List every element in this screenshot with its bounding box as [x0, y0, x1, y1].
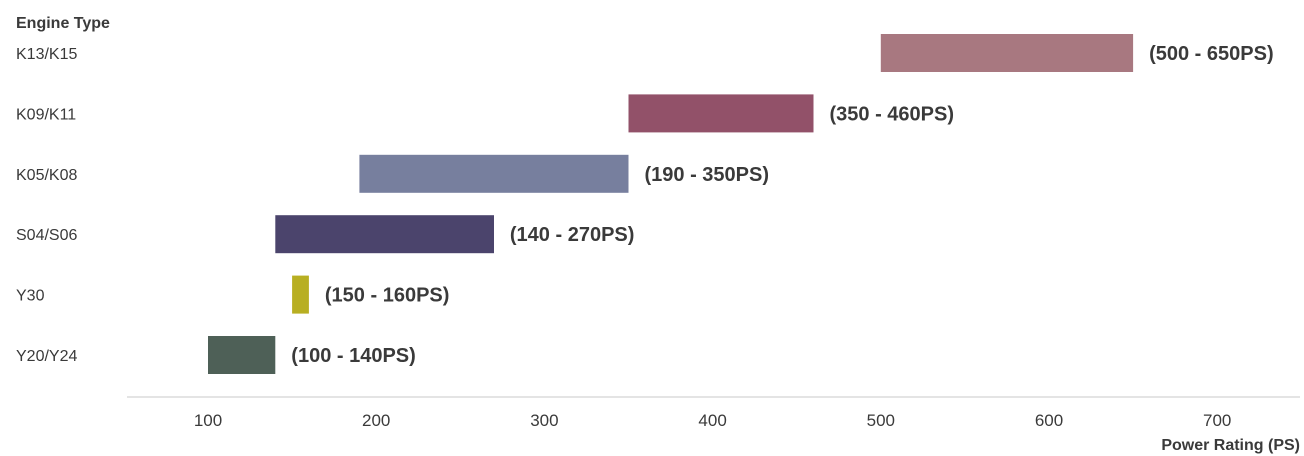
- x-tick-label: 100: [194, 411, 222, 430]
- x-tick-label: 400: [698, 411, 726, 430]
- x-tick-labels: 100 200 300 400 500 600 700: [194, 411, 1232, 430]
- y-axis-title: Engine Type: [16, 15, 110, 32]
- data-labels: (500 - 650PS) (350 - 460PS) (190 - 350PS) (…: [291, 43, 1273, 367]
- data-label: (150 - 160PS): [325, 285, 450, 307]
- category-labels: K13/K15 K09/K11 K05/K08 S04/S06 Y30 Y20/Y24: [16, 46, 77, 365]
- x-tick-label: 200: [362, 411, 390, 430]
- x-tick-label: 500: [867, 411, 895, 430]
- category-label: Y20/Y24: [16, 348, 77, 365]
- range-bar: [208, 336, 276, 374]
- data-label: (350 - 460PS): [830, 103, 955, 125]
- category-label: S04/S06: [16, 227, 77, 244]
- range-bar: [275, 215, 494, 254]
- x-axis-title: Power Rating (PS): [1161, 437, 1300, 454]
- data-label: (100 - 140PS): [291, 345, 416, 367]
- data-label: (190 - 350PS): [645, 164, 770, 186]
- category-label: K09/K11: [16, 106, 76, 123]
- x-tick-label: 300: [530, 411, 558, 430]
- category-label: K05/K08: [16, 167, 77, 184]
- category-label: K13/K15: [16, 46, 77, 63]
- range-bar: [359, 154, 629, 193]
- x-tick-label: 600: [1035, 411, 1063, 430]
- bars: [208, 34, 1134, 374]
- range-bar: [628, 94, 814, 133]
- data-label: (140 - 270PS): [510, 224, 635, 246]
- range-bar: [880, 34, 1134, 72]
- category-label: Y30: [16, 288, 45, 305]
- data-label: (500 - 650PS): [1149, 43, 1274, 65]
- x-tick-label: 700: [1203, 411, 1231, 430]
- range-bar: [292, 275, 309, 314]
